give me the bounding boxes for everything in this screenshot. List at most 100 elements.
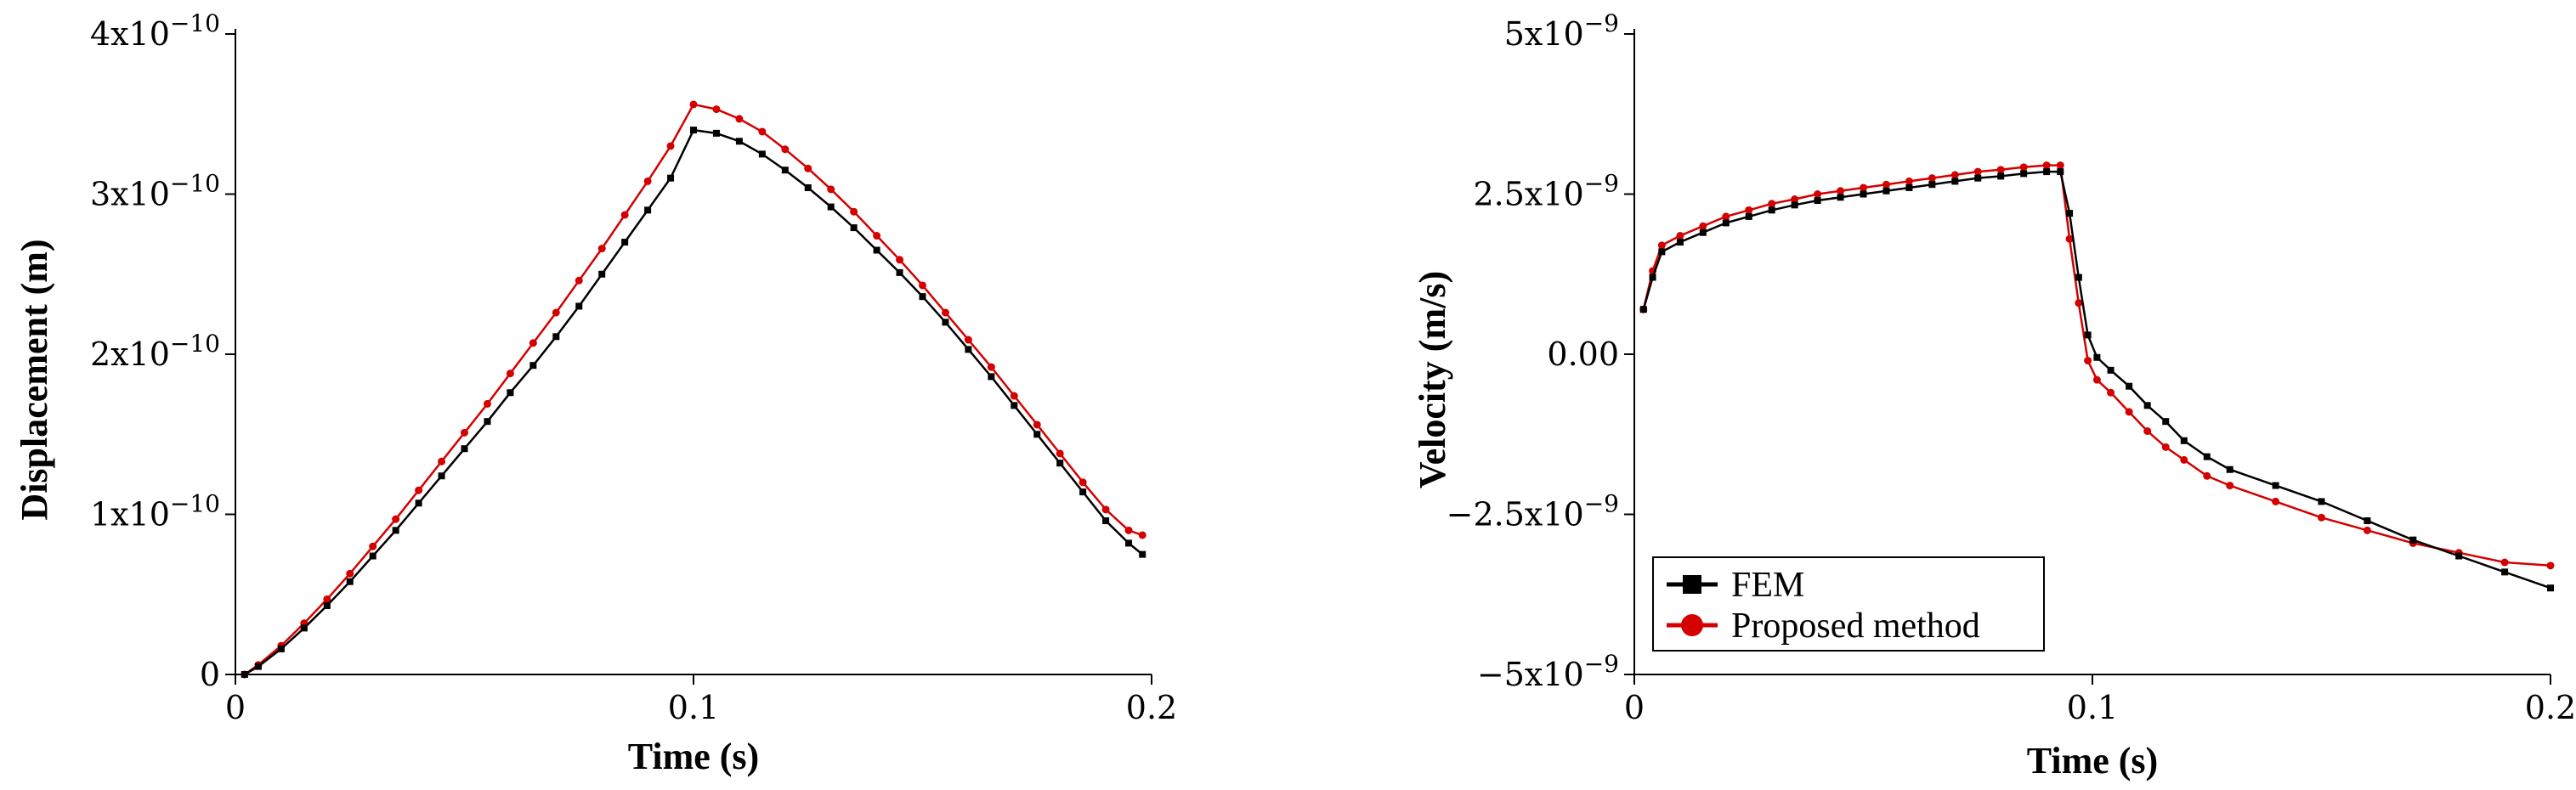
data-point-fem <box>2126 382 2133 390</box>
data-point-fem <box>529 362 537 370</box>
x-tick-label: 0.1 <box>2067 689 2118 726</box>
data-point-fem <box>804 183 812 191</box>
data-point-proposed-method <box>1010 392 1018 400</box>
data-point-proposed-method <box>2363 526 2371 534</box>
data-point-proposed-method <box>1056 449 1064 458</box>
data-point-proposed-method <box>2125 408 2133 416</box>
data-point-proposed-method <box>643 177 652 185</box>
data-point-proposed-method <box>919 281 926 290</box>
data-point-proposed-method <box>2180 455 2188 464</box>
data-point-proposed-method <box>2042 161 2051 170</box>
data-point-proposed-method <box>1722 212 1730 221</box>
data-point-proposed-method <box>1905 177 1913 185</box>
data-point-proposed-method <box>2084 357 2092 365</box>
data-point-proposed-method <box>2272 497 2280 505</box>
data-point-fem <box>369 552 376 560</box>
data-point-fem <box>2143 402 2151 409</box>
data-point-fem <box>1011 402 1018 409</box>
data-point-fem <box>2455 552 2463 560</box>
y-tick-label: 1x10−10 <box>90 490 220 533</box>
data-point-proposed-method <box>1791 195 1799 204</box>
data-point-proposed-method <box>758 127 767 136</box>
series-proposed-method <box>241 100 1146 679</box>
data-point-fem <box>919 293 926 301</box>
data-point-fem <box>690 127 697 134</box>
legend-label: Proposed method <box>1731 607 1980 646</box>
data-point-fem <box>1056 460 1064 467</box>
y-tick-label: 0.00 <box>1547 336 1619 373</box>
y-tick-label: 5x10−9 <box>1504 9 1619 53</box>
data-point-proposed-method <box>2092 375 2101 384</box>
data-point-proposed-method <box>964 336 972 344</box>
data-point-proposed-method <box>1996 166 2005 174</box>
data-point-fem <box>484 418 491 426</box>
data-point-fem <box>277 645 285 652</box>
data-point-fem <box>2318 498 2325 505</box>
y-tick-label: 4x10−10 <box>90 9 220 53</box>
data-point-fem <box>1905 183 1913 191</box>
data-point-proposed-method <box>2143 426 2152 435</box>
data-point-fem <box>873 246 880 254</box>
data-point-fem <box>758 150 766 158</box>
data-point-proposed-method <box>529 339 537 347</box>
data-point-proposed-method <box>2075 299 2083 308</box>
data-point-proposed-method <box>2500 558 2509 567</box>
data-point-fem <box>552 333 560 341</box>
data-point-proposed-method <box>2161 443 2170 451</box>
legend-square-marker <box>1683 575 1701 594</box>
data-point-fem <box>1837 194 1844 201</box>
data-point-proposed-method <box>873 232 881 240</box>
data-point-proposed-method <box>1699 222 1707 230</box>
data-point-proposed-method <box>1882 180 1890 189</box>
y-tick-label: 0 <box>200 656 220 693</box>
x-axis-title: Time (s) <box>628 736 759 777</box>
data-point-fem <box>461 445 468 453</box>
data-point-fem <box>827 203 835 211</box>
data-point-fem <box>850 224 858 232</box>
series-fem <box>1639 168 2554 592</box>
data-point-fem <box>438 472 445 480</box>
data-point-proposed-method <box>666 142 675 150</box>
data-point-fem <box>1639 306 1647 313</box>
x-tick-label: 0.2 <box>2525 689 2576 726</box>
data-point-proposed-method <box>804 164 812 172</box>
data-point-fem <box>2409 536 2417 544</box>
data-point-proposed-method <box>1676 232 1684 240</box>
y-tick-label: −5x10−9 <box>1477 650 1619 693</box>
data-point-fem <box>2084 331 2092 339</box>
x-tick-label: 0.2 <box>1126 689 1177 726</box>
data-point-fem <box>507 389 514 397</box>
data-point-fem <box>644 206 652 214</box>
data-point-proposed-method <box>597 245 606 253</box>
data-point-fem <box>2203 453 2211 460</box>
data-point-proposed-method <box>483 399 491 408</box>
y-axis-title: Velocity (m/s) <box>1412 271 1453 488</box>
data-point-proposed-method <box>506 370 514 378</box>
data-point-proposed-method <box>896 256 904 264</box>
data-point-fem <box>1699 229 1707 236</box>
data-point-proposed-method <box>781 145 790 154</box>
data-point-fem <box>2066 210 2074 217</box>
data-point-fem <box>1139 550 1146 558</box>
data-point-proposed-method <box>2546 561 2555 570</box>
y-axis-title: Displacement (m) <box>14 239 55 520</box>
y-tick-label: −2.5x10−9 <box>1447 490 1619 533</box>
data-point-proposed-method <box>369 542 377 550</box>
data-point-fem <box>2226 466 2233 473</box>
data-point-fem <box>2180 437 2188 444</box>
data-point-proposed-method <box>2107 388 2115 397</box>
data-point-proposed-method <box>415 486 423 494</box>
data-point-fem <box>241 671 248 678</box>
data-point-fem <box>300 624 308 632</box>
data-point-proposed-method <box>1124 526 1133 534</box>
data-point-proposed-method <box>1928 174 1936 183</box>
data-point-fem <box>667 174 675 182</box>
data-point-proposed-method <box>1973 167 1982 176</box>
data-point-proposed-method <box>827 185 835 194</box>
data-point-proposed-method <box>1950 171 1959 179</box>
data-point-fem <box>1033 431 1041 438</box>
data-point-fem <box>621 239 629 246</box>
data-point-fem <box>415 499 422 507</box>
data-point-proposed-method <box>2203 471 2211 480</box>
